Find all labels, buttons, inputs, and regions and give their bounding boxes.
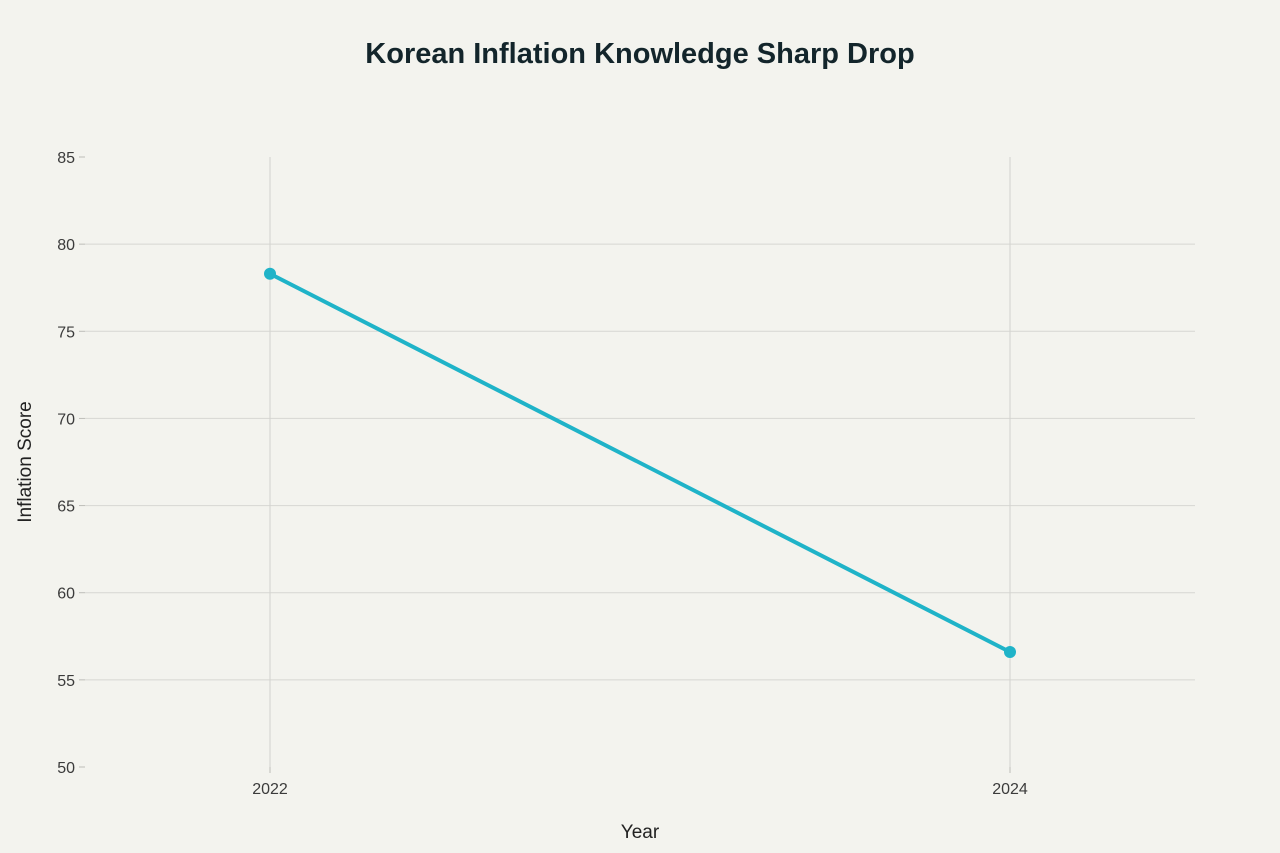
y-axis-ticks: 50 55 60 65 70 75 80 85 bbox=[57, 150, 85, 777]
y-tick-label: 75 bbox=[57, 324, 75, 341]
series-line bbox=[268, 271, 1012, 654]
x-axis-title: Year bbox=[621, 822, 660, 843]
y-tick-label: 65 bbox=[57, 499, 75, 516]
data-point bbox=[1004, 645, 1016, 658]
data-point bbox=[264, 267, 276, 280]
y-tick-label: 55 bbox=[57, 673, 75, 690]
y-tick-label: 80 bbox=[57, 237, 75, 254]
y-tick-label: 60 bbox=[57, 586, 75, 603]
x-axis-ticks: 2022 2024 bbox=[252, 767, 1028, 798]
y-tick-label: 50 bbox=[57, 760, 75, 777]
x-tick-label: 2024 bbox=[992, 781, 1028, 798]
x-gridlines bbox=[269, 157, 1011, 767]
y-tick-label: 85 bbox=[57, 150, 75, 167]
y-axis-title: Inflation Score bbox=[15, 401, 36, 522]
x-tick-label: 2022 bbox=[252, 781, 288, 798]
y-tick-label: 70 bbox=[57, 411, 75, 428]
chart-title: Korean Inflation Knowledge Sharp Drop bbox=[365, 38, 914, 70]
series-group bbox=[264, 267, 1016, 658]
